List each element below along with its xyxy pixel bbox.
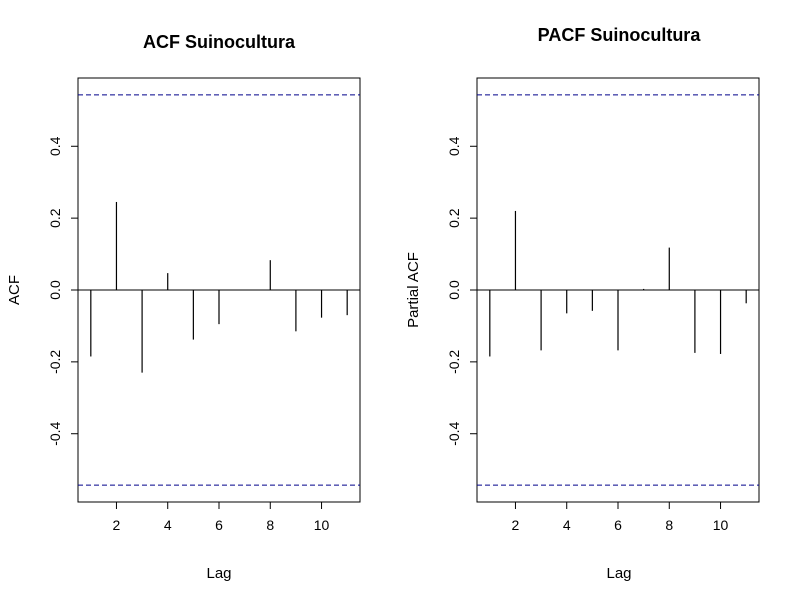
pacf-y-tick-label: 0.2 [446,208,462,228]
pacf-marks [477,94,759,486]
acf-x-tick-label: 8 [266,517,274,533]
pacf-x-tick-label: 4 [563,517,571,533]
pacf-x-tick-label: 2 [512,517,520,533]
pacf-y-axis-label: Partial ACF [405,252,422,328]
acf-x-tick-label: 10 [314,517,330,533]
pacf-panel: PACF Suinocultura Lag Partial ACF 2 4 6 8 10… [405,25,760,582]
pacf-y-tick-label: 0.0 [446,280,462,300]
acf-y-axis-label: ACF [6,275,23,305]
acf-y-tick-label: 0.0 [47,280,63,300]
acf-y-tick-label: -0.2 [47,350,63,374]
pacf-title: PACF Suinocultura [538,25,702,45]
pacf-x-tick-label: 10 [713,517,729,533]
acf-title: ACF Suinocultura [143,32,296,52]
acf-x-tick-label: 4 [164,517,172,533]
acf-marks [78,94,360,486]
acf-y-tick-label: 0.4 [47,136,63,156]
acf-x-axis-label: Lag [206,565,231,582]
pacf-y-tick-label: -0.4 [446,421,462,445]
pacf-y-tick-label: 0.4 [446,136,462,156]
acf-x-tick-label: 6 [215,517,223,533]
acf-y-tick-label: -0.4 [47,421,63,445]
acf-y-tick-label: 0.2 [47,208,63,228]
pacf-x-tick-label: 6 [614,517,622,533]
pacf-y-tick-label: -0.2 [446,350,462,374]
pacf-x-axis-label: Lag [606,565,631,582]
acf-ticks: 2 4 6 8 10 -0.4 -0.2 0.0 0.2 0.4 [47,136,330,533]
pacf-ticks: 2 4 6 8 10 -0.4 -0.2 0.0 0.2 0.4 [446,136,729,533]
pacf-x-tick-label: 8 [665,517,673,533]
acf-x-tick-label: 2 [113,517,121,533]
acf-panel: ACF Suinocultura Lag ACF 2 4 6 8 10 -0.4 -0.2 0… [6,32,361,582]
